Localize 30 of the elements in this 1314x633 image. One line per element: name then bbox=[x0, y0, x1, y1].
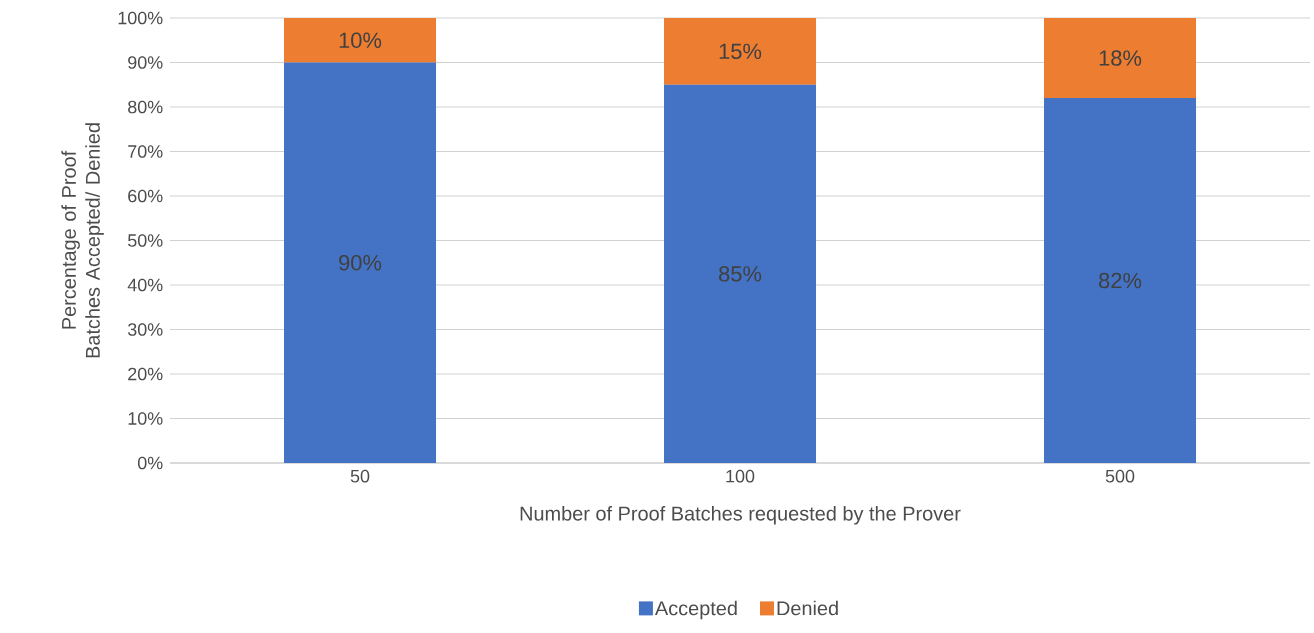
y-tick-label: 50% bbox=[128, 234, 163, 247]
y-tick-label: 40% bbox=[127, 278, 163, 292]
y-tick-label: 0% bbox=[137, 456, 163, 470]
y-tick-label: 60% bbox=[128, 189, 163, 203]
x-tick-label: 100 bbox=[726, 469, 755, 483]
bar bbox=[1044, 17, 1197, 99]
y-tick-label: 80% bbox=[128, 100, 163, 114]
y-tick-label: 10% bbox=[128, 412, 163, 425]
y-tick-label: 20% bbox=[128, 367, 163, 381]
bar bbox=[664, 17, 817, 85]
y-tick-label: 90% bbox=[128, 56, 163, 69]
data-label: 90% bbox=[339, 254, 382, 271]
bar bbox=[1044, 98, 1197, 463]
data-label: 82% bbox=[1099, 272, 1142, 289]
x-tick-label: 50 bbox=[350, 469, 370, 483]
y-tick-label: 30% bbox=[127, 323, 163, 336]
x-axis-title: Number of Proof Batches requested by the Prover bbox=[520, 506, 961, 525]
y-axis-title: Percentage of Proof Batches Accepted/ Denied bbox=[61, 123, 104, 358]
x-tick-label: 500 bbox=[1105, 469, 1135, 483]
y-tick-label: 70% bbox=[128, 145, 163, 158]
data-label: 85% bbox=[719, 266, 762, 282]
bar bbox=[284, 17, 437, 63]
data-label: 10% bbox=[339, 32, 382, 48]
data-label: 18% bbox=[1099, 50, 1142, 66]
bar bbox=[664, 84, 817, 463]
y-tick-label: 100% bbox=[118, 11, 163, 25]
legend-label: Denied bbox=[777, 600, 838, 616]
data-label: 15% bbox=[719, 43, 762, 60]
bar bbox=[284, 62, 437, 463]
legend-label: Accepted bbox=[654, 600, 737, 620]
